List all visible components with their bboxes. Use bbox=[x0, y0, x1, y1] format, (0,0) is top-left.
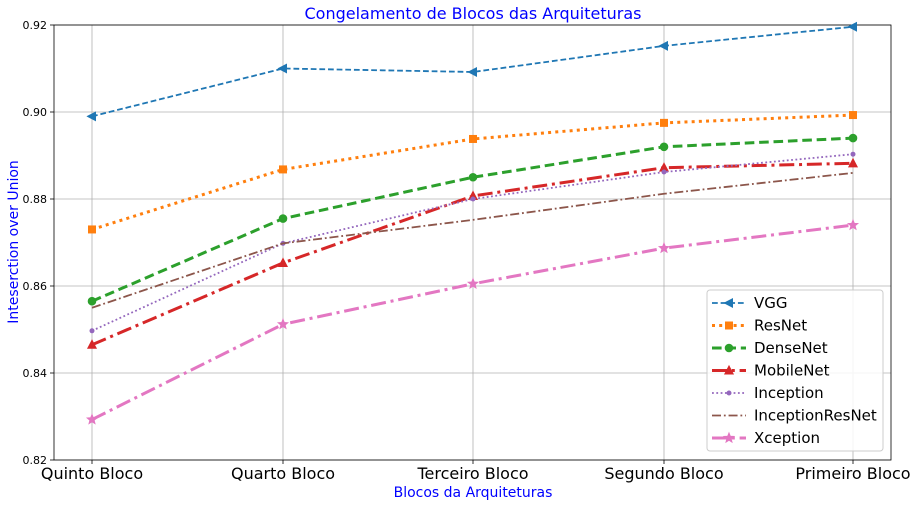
data-point bbox=[468, 172, 478, 182]
series-line bbox=[91, 172, 854, 309]
data-point bbox=[85, 413, 99, 425]
data-point bbox=[661, 169, 667, 175]
series-resnet bbox=[88, 111, 857, 234]
legend-item: Xception bbox=[712, 429, 820, 447]
data-point bbox=[849, 111, 857, 120]
data-point bbox=[850, 151, 856, 157]
legend-box bbox=[706, 289, 884, 452]
series-line bbox=[91, 25, 854, 118]
data-point bbox=[279, 165, 287, 174]
data-point bbox=[660, 118, 668, 127]
plot-frame bbox=[53, 24, 892, 461]
x-tick-label: Quinto Bloco bbox=[41, 464, 143, 483]
y-tick-label: 0.86 bbox=[23, 280, 48, 293]
series-lines bbox=[85, 21, 860, 425]
series-xception bbox=[85, 218, 860, 425]
data-point bbox=[87, 296, 97, 306]
series-densenet bbox=[87, 133, 858, 306]
data-point bbox=[466, 277, 480, 289]
data-point bbox=[848, 133, 858, 143]
data-point bbox=[469, 134, 477, 143]
legend-marker bbox=[723, 297, 733, 309]
legend-item: MobileNet bbox=[712, 362, 830, 380]
legend-label: DenseNet bbox=[754, 339, 828, 357]
chart-title: Congelamento de Blocos das Arquiteturas bbox=[305, 4, 642, 23]
y-tick-label: 0.84 bbox=[23, 367, 48, 380]
legend-item: VGG bbox=[712, 294, 788, 312]
x-tick-label: Segundo Bloco bbox=[604, 464, 723, 483]
x-axis-label: Blocos da Arquiteturas bbox=[394, 485, 553, 501]
x-tick-label: Terceiro Bloco bbox=[416, 464, 528, 483]
legend-label: VGG bbox=[754, 294, 788, 312]
y-axis-ticks: 0.82 0.84 0.86 0.88 0.90 0.92 bbox=[23, 19, 54, 467]
data-point bbox=[86, 339, 98, 349]
legend-label: MobileNet bbox=[754, 362, 830, 380]
y-tick-label: 0.88 bbox=[23, 193, 48, 206]
legend: VGG ResNet DenseNet MobileNet Inception Incep… bbox=[706, 289, 884, 452]
x-tick-label: Quarto Bloco bbox=[231, 464, 335, 483]
series-vgg bbox=[86, 21, 857, 122]
data-point bbox=[659, 142, 669, 152]
data-point bbox=[846, 218, 860, 231]
series-line bbox=[91, 136, 854, 303]
data-point bbox=[277, 63, 287, 74]
data-point bbox=[847, 157, 859, 168]
data-point bbox=[277, 257, 289, 267]
data-point bbox=[89, 328, 95, 334]
y-tick-label: 0.82 bbox=[23, 454, 48, 467]
legend-label: InceptionResNet bbox=[754, 407, 877, 425]
x-tick-label: Primeiro Bloco bbox=[795, 464, 910, 483]
legend-label: Xception bbox=[754, 429, 820, 447]
series-inceptionresnet bbox=[91, 172, 854, 309]
series-line bbox=[91, 153, 854, 332]
data-point bbox=[276, 317, 290, 330]
data-point bbox=[86, 111, 96, 122]
x-axis-ticks: Quinto Bloco Quarto Bloco Terceiro Bloco Se… bbox=[41, 460, 911, 483]
data-point bbox=[278, 214, 288, 223]
y-tick-label: 0.90 bbox=[23, 106, 48, 119]
legend-marker bbox=[726, 390, 732, 396]
data-point bbox=[470, 196, 476, 202]
legend-marker bbox=[723, 364, 735, 375]
y-tick-label: 0.92 bbox=[23, 19, 48, 32]
legend-label: Inception bbox=[754, 384, 824, 402]
legend-marker bbox=[725, 321, 733, 330]
data-point bbox=[847, 21, 857, 32]
legend-item: DenseNet bbox=[712, 339, 828, 357]
legend-item: ResNet bbox=[712, 317, 807, 335]
data-point bbox=[88, 225, 96, 234]
data-point bbox=[658, 40, 668, 51]
legend-item: Inception bbox=[712, 384, 824, 402]
y-axis-label: Inteserction over Union bbox=[6, 160, 22, 324]
data-point bbox=[657, 241, 671, 254]
legend-item: InceptionResNet bbox=[712, 407, 877, 425]
legend-marker bbox=[722, 431, 736, 444]
legend-marker bbox=[724, 343, 734, 353]
legend-label: ResNet bbox=[754, 317, 807, 335]
data-point bbox=[467, 66, 477, 78]
